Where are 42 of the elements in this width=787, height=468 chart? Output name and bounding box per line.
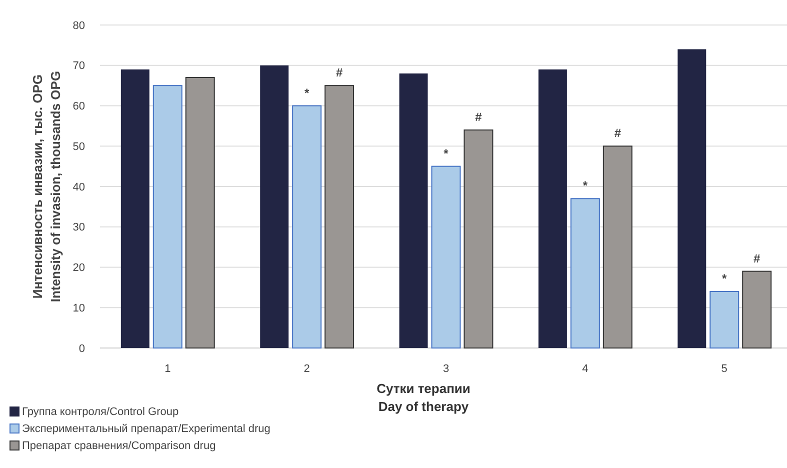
data-label: # [754, 251, 760, 266]
bar [399, 73, 428, 348]
y-tick-label: 0 [78, 342, 85, 355]
data-label: # [475, 110, 482, 124]
data-label: * [582, 178, 588, 193]
x-axis-title: Сутки терапии Day of therapy [376, 381, 470, 414]
bar [324, 85, 354, 348]
bar [538, 69, 567, 348]
data-label: # [336, 66, 343, 80]
x-tick-label: 1 [164, 363, 171, 375]
x-tick-label: 4 [582, 363, 588, 375]
y-tick-label: 10 [72, 302, 85, 314]
legend-label: Экспериментальный препарат/Experimental drug [22, 423, 270, 435]
bar [602, 146, 632, 348]
bar [185, 76, 215, 348]
y-tick-label: 40 [72, 181, 85, 194]
x-tick-label: 5 [721, 363, 728, 375]
bar [742, 270, 772, 348]
bar [260, 65, 289, 348]
bar [464, 129, 494, 348]
y-tick-label: 60 [72, 100, 85, 113]
y-tick-label: 70 [72, 60, 85, 72]
y-tick-label: 80 [72, 20, 85, 32]
data-label: * [722, 271, 728, 286]
bar [570, 198, 600, 348]
bar [431, 166, 461, 348]
x-tick-label: 2 [304, 363, 310, 375]
y-tick-label: 30 [72, 222, 85, 234]
data-label: * [304, 86, 310, 100]
data-label: # [614, 126, 622, 140]
legend-label: Препарат сравнения/Comparison drug [22, 440, 216, 452]
y-tick-label: 50 [72, 140, 85, 153]
bar [678, 49, 706, 348]
data-label: * [444, 146, 449, 160]
legend-label: Группа контроля/Control Group [22, 406, 179, 418]
bar [292, 105, 322, 348]
y-axis-title: Интенсивность инвазии, тыс. OPG Intensity of invasion, thousands OPG [30, 70, 63, 302]
y-tick-label: 20 [72, 262, 85, 274]
x-tick-label: 3 [442, 363, 450, 375]
bar [120, 69, 150, 348]
bar [710, 290, 740, 348]
bar [152, 85, 182, 348]
